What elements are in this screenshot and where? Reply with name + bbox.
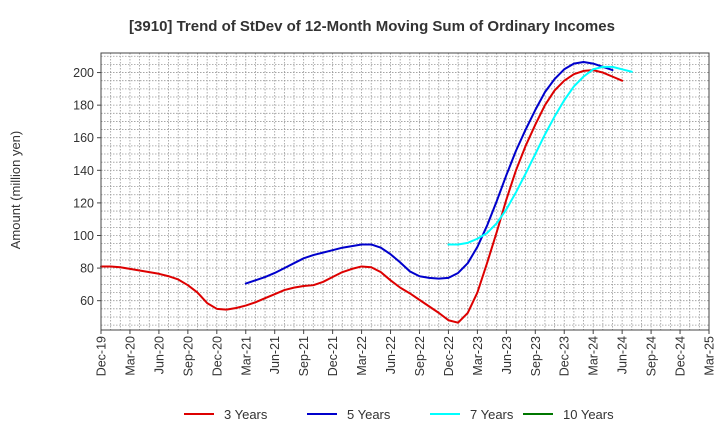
legend: 3 Years 5 Years 7 Years 10 Years [184, 407, 614, 422]
x-tick-label: Mar-21 [239, 336, 253, 376]
series-line-7-years [447, 65, 633, 246]
legend-label-7-years: 7 Years [470, 407, 514, 422]
x-tick-label: Mar-20 [123, 336, 137, 376]
series-lines [100, 60, 633, 324]
x-tick-label: Mar-25 [703, 336, 717, 376]
x-tick-label: Sep-20 [181, 336, 195, 376]
y-tick-label: 200 [73, 66, 94, 80]
y-tick-label: 120 [73, 196, 94, 210]
x-tick-label: Mar-22 [355, 336, 369, 376]
x-tick-label: Jun-22 [384, 336, 398, 374]
x-tick-label: Jun-24 [616, 336, 630, 374]
x-tick-label: Jun-21 [268, 336, 282, 374]
x-tick-label: Dec-24 [674, 336, 688, 376]
x-tick-label: Dec-21 [326, 336, 340, 376]
x-tick-label: Sep-24 [645, 336, 659, 376]
x-tick-label: Mar-23 [471, 336, 485, 376]
x-tick-labels: Dec-19 Mar-20 Jun-20 Sep-20 Dec-20 Mar-21 Jun-… [95, 330, 717, 376]
y-tick-label: 100 [73, 229, 94, 243]
x-tick-label: Sep-23 [529, 336, 543, 376]
series-line-3-years [100, 69, 624, 324]
x-tick-label: Dec-20 [210, 336, 224, 376]
y-tick-label: 60 [80, 294, 94, 308]
series-line-5-years [244, 60, 614, 285]
legend-label-5-years: 5 Years [347, 407, 391, 422]
chart-title: [3910] Trend of StDev of 12-Month Moving… [129, 18, 615, 35]
legend-label-10-years: 10 Years [563, 407, 614, 422]
y-tick-label: 140 [73, 164, 94, 178]
y-axis-label: Amount (million yen) [8, 131, 23, 250]
x-tick-label: Dec-19 [95, 336, 109, 376]
legend-label-3-years: 3 Years [224, 407, 268, 422]
y-tick-labels: 60 80 100 120 140 160 180 200 [73, 66, 101, 308]
x-tick-label: Sep-21 [297, 336, 311, 376]
x-tick-label: Dec-23 [558, 336, 572, 376]
x-tick-label: Dec-22 [442, 336, 456, 376]
plot-frame [100, 52, 710, 331]
x-tick-label: Jun-23 [500, 336, 514, 374]
y-tick-label: 180 [73, 99, 94, 113]
grid [101, 53, 709, 330]
x-tick-label: Jun-20 [152, 336, 166, 374]
y-tick-label: 160 [73, 131, 94, 145]
x-tick-label: Sep-22 [413, 336, 427, 376]
y-tick-label: 80 [80, 262, 94, 276]
x-tick-label: Mar-24 [587, 336, 601, 376]
